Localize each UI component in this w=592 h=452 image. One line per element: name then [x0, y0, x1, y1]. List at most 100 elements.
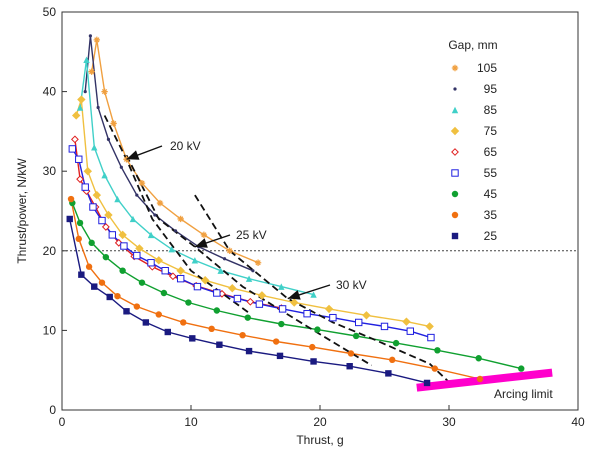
series-45-point — [160, 289, 168, 297]
series-55-point — [120, 242, 128, 250]
series-85-point — [245, 275, 253, 282]
series-35-point — [347, 350, 355, 357]
series-35-point — [85, 263, 93, 270]
series-75-point — [83, 167, 92, 176]
series-45-point — [185, 299, 192, 306]
y-tick-label: 40 — [43, 85, 57, 99]
series-35-point — [431, 365, 439, 372]
series-25-point — [78, 271, 85, 278]
series-85-point — [114, 195, 121, 203]
legend-label-85: 85 — [484, 103, 498, 117]
series-45-curve — [71, 202, 522, 370]
arcing-limit-line — [416, 368, 553, 392]
legend-marker-35 — [451, 211, 459, 219]
series-75-point — [200, 276, 210, 285]
axes: 0 10 20 30 40 0 10 20 30 40 50 Thrust, g Thrust/powe… — [15, 5, 585, 447]
series-25-point — [142, 319, 150, 326]
series-55-point — [233, 294, 242, 303]
series-35-curve — [70, 198, 481, 380]
series-75-point — [135, 244, 144, 253]
series-55-point — [255, 300, 264, 308]
series-35-point — [272, 338, 280, 345]
series-85-point — [76, 104, 84, 111]
legend-marker-55 — [451, 169, 459, 177]
series-35-point — [309, 343, 316, 351]
series-65-point — [169, 272, 177, 281]
data-points — [66, 34, 525, 387]
series-45-point — [314, 326, 321, 333]
series-75-point — [324, 304, 334, 314]
series-75-point — [71, 111, 81, 120]
series-85-point — [168, 246, 175, 253]
series-25-point — [245, 347, 253, 355]
series-105-point — [138, 179, 146, 187]
series-45-point — [213, 307, 220, 314]
series-105-point — [93, 36, 101, 44]
series-35-point — [476, 375, 484, 383]
series-95-point — [135, 193, 139, 197]
voltage-line-30kv — [194, 194, 450, 383]
series-55-point — [108, 231, 117, 239]
series-35-point — [155, 311, 162, 318]
legend-label-45: 45 — [484, 187, 498, 201]
y-tick-label: 30 — [43, 164, 57, 178]
series-35-point — [208, 325, 215, 333]
series-55-point — [89, 203, 97, 211]
legend-marker-25 — [451, 232, 459, 240]
series-55-point — [213, 289, 221, 297]
y-axis-title: Thrust/power, N/kW — [15, 158, 29, 264]
series-45-point — [434, 347, 441, 354]
series-25-point — [346, 363, 353, 370]
legend-label-25: 25 — [484, 229, 498, 243]
series-25-point — [164, 328, 171, 336]
x-tick-label: 10 — [184, 415, 198, 429]
series-105-point — [88, 68, 95, 75]
legend: Gap, mm 105 95 85 75 65 55 45 35 25 — [448, 38, 497, 243]
legend-label-35: 35 — [484, 208, 498, 222]
series-55-point — [176, 274, 185, 283]
series-85-point — [91, 144, 98, 151]
y-tick-label: 20 — [43, 244, 57, 258]
series-25-point — [66, 215, 73, 223]
legend-marker-85 — [451, 106, 459, 114]
series-35-point — [239, 331, 246, 339]
series-75-point — [402, 317, 411, 326]
series-75-point — [118, 230, 127, 240]
legend-label-55: 55 — [484, 166, 498, 180]
legend-label-75: 75 — [484, 124, 498, 138]
series-45-point — [518, 365, 525, 372]
legend-label-95: 95 — [484, 82, 498, 96]
series-95-point — [106, 137, 111, 141]
series-95-point — [88, 34, 92, 38]
series-55-point — [380, 322, 389, 331]
x-tick-label: 30 — [442, 415, 456, 429]
series-95-point — [119, 165, 123, 169]
plot-frame — [61, 11, 579, 411]
series-25-point — [106, 293, 113, 301]
series-35-point — [75, 235, 82, 243]
series-105-point — [200, 231, 208, 239]
annotation-label: 20 kV — [170, 139, 201, 153]
series-95-point — [251, 269, 255, 273]
legend-marker-95 — [453, 87, 457, 91]
series-45-point — [76, 219, 84, 227]
series-25-point — [423, 379, 431, 387]
y-tick-label: 10 — [43, 323, 57, 337]
series-65-point — [246, 297, 255, 306]
series-25-point — [123, 308, 130, 315]
series-45-point — [392, 339, 400, 347]
series-45-point — [475, 355, 482, 362]
series-45-point — [278, 320, 285, 328]
legend-title: Gap, mm — [448, 38, 497, 52]
series-105-point — [254, 259, 262, 266]
series-95-point — [222, 257, 227, 261]
series-35-point — [98, 279, 106, 286]
voltage-lines — [103, 115, 450, 383]
series-105-point — [226, 247, 233, 254]
series-105-point — [177, 215, 184, 223]
annotation-label: 30 kV — [336, 278, 367, 292]
series-45-point — [119, 267, 126, 274]
legend-marker-75 — [450, 126, 460, 136]
series-55-point — [133, 251, 141, 260]
legend-label-65: 65 — [484, 145, 498, 159]
